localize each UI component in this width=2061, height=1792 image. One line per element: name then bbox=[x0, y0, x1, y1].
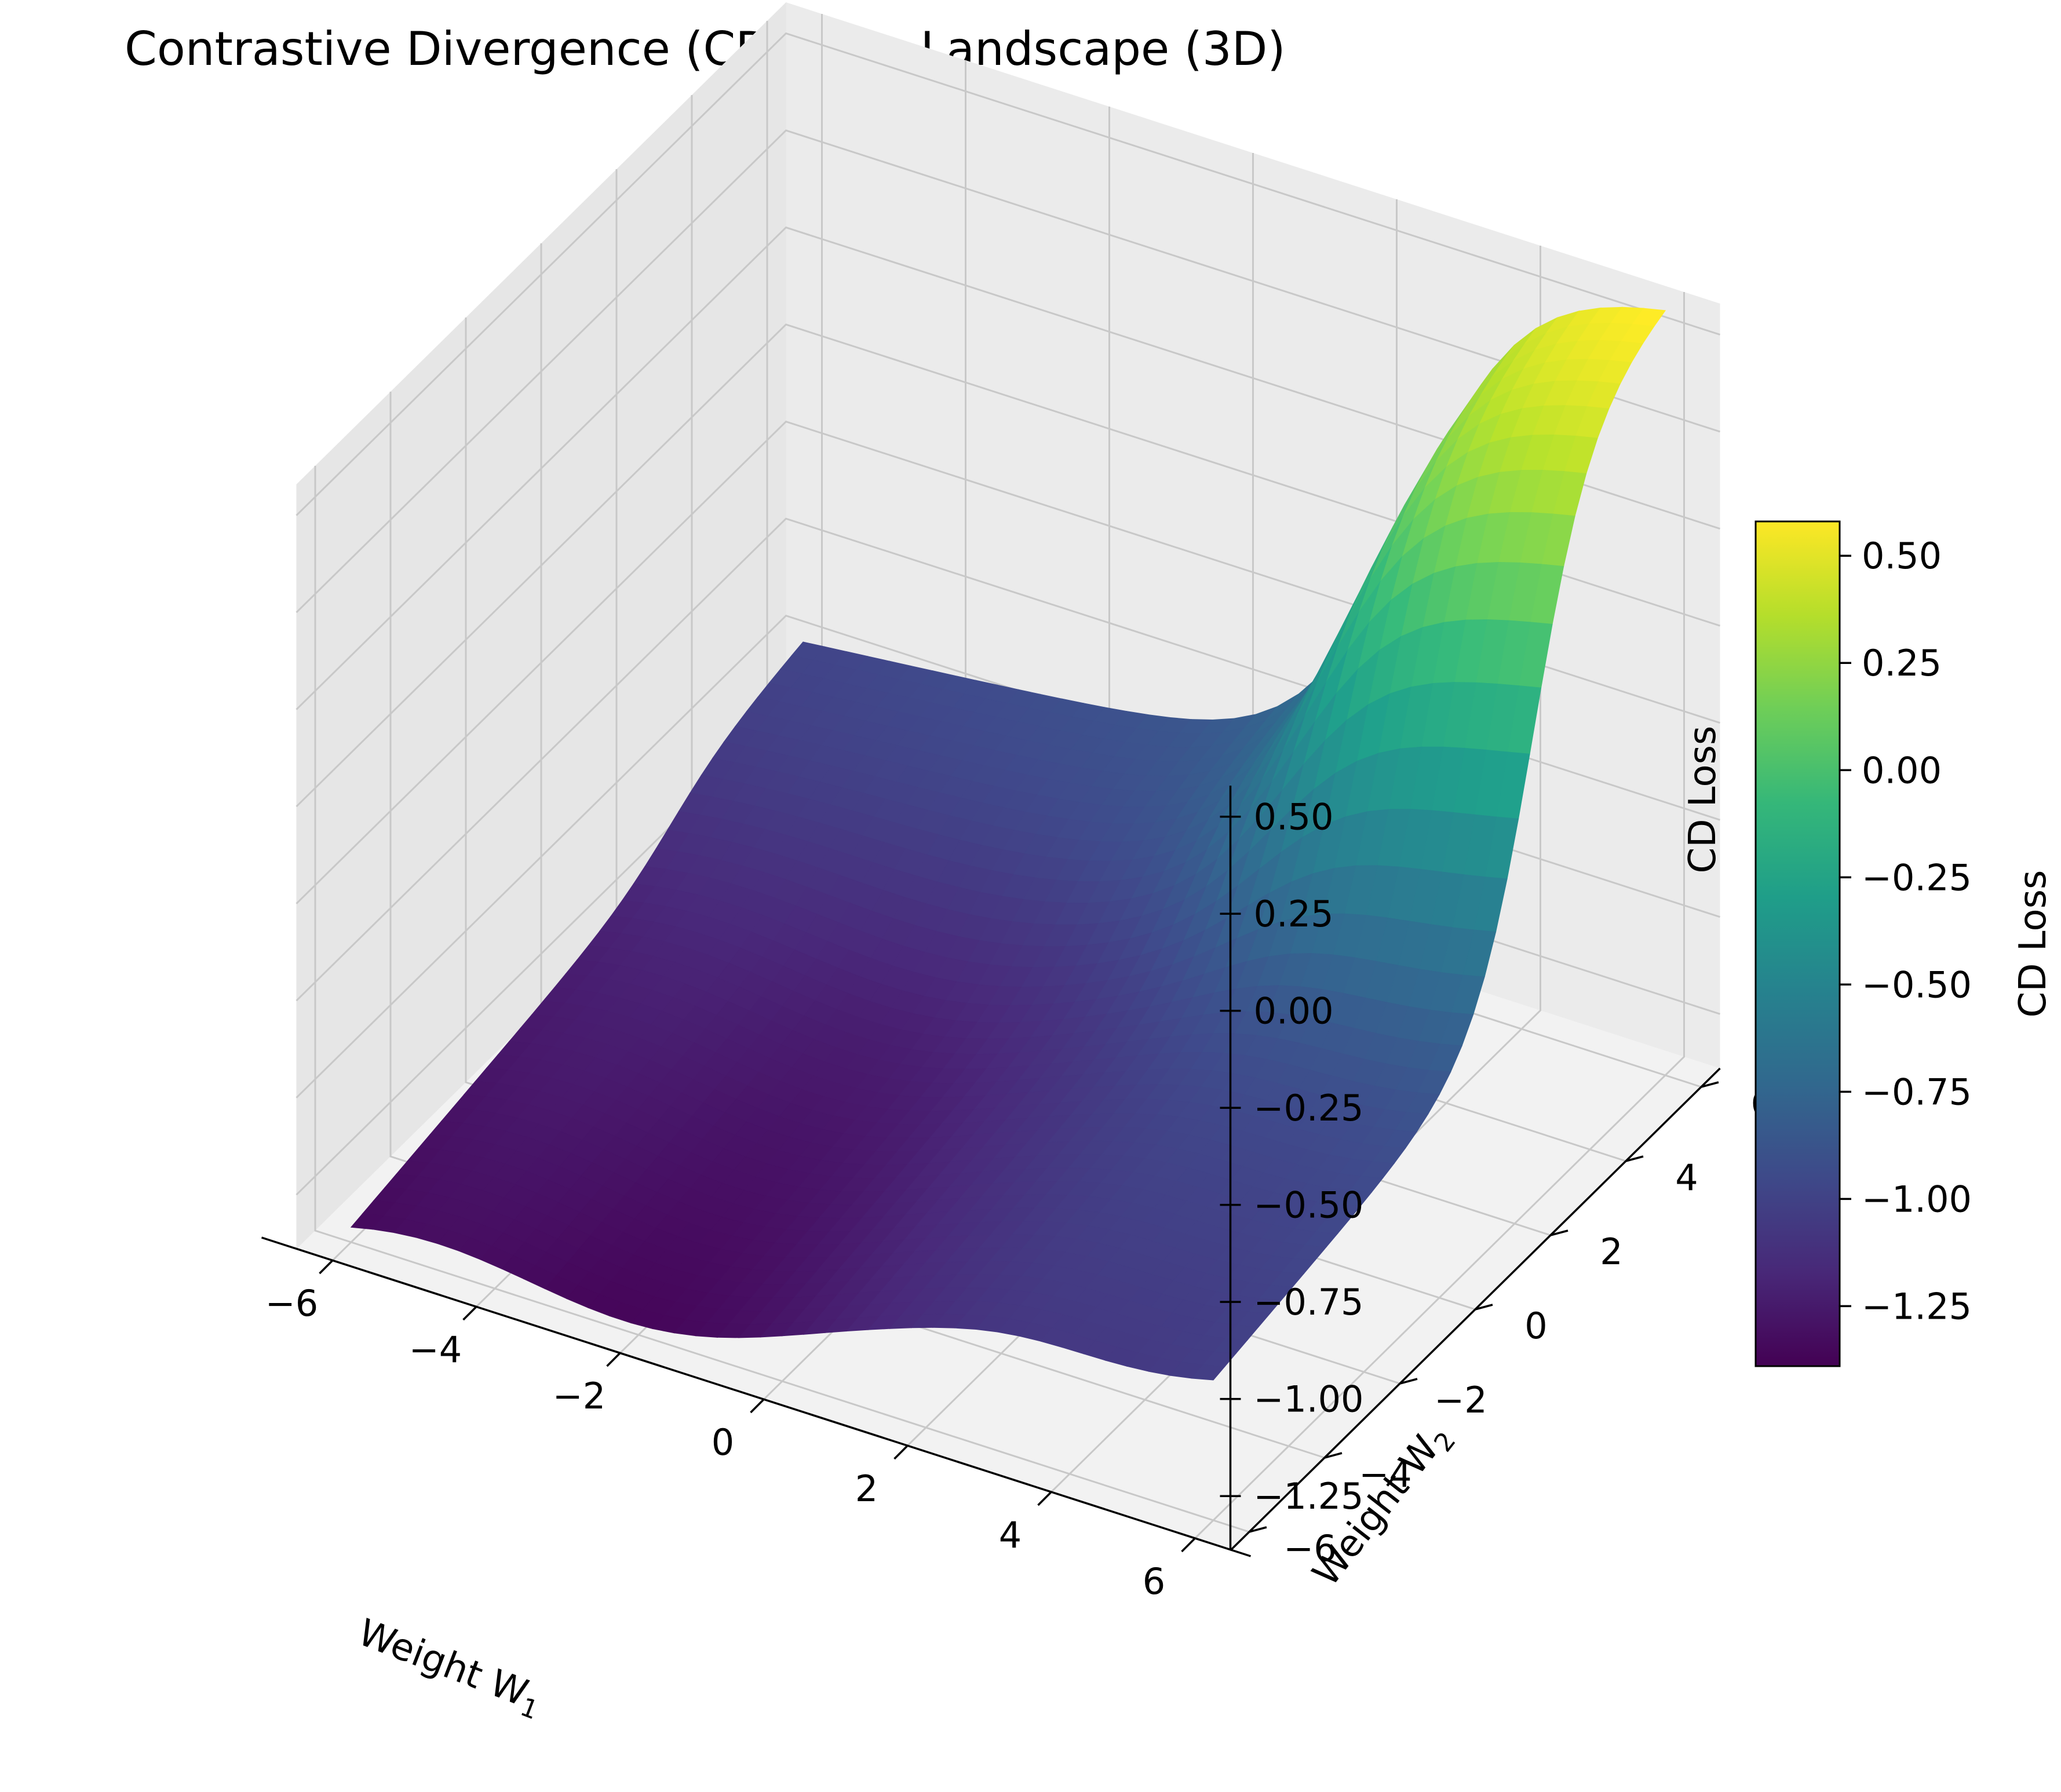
chart-title: Contrastive Divergence (CD) Loss Landsca… bbox=[125, 22, 1286, 76]
w1-tick-mark bbox=[1037, 1491, 1052, 1506]
loss-tick-label: 0.00 bbox=[1254, 990, 1334, 1032]
w2-tick-mark bbox=[1475, 1304, 1493, 1311]
w1-tick-label: −4 bbox=[409, 1329, 462, 1371]
w2-tick-mark bbox=[1324, 1452, 1343, 1459]
surface-facet bbox=[1191, 1364, 1225, 1381]
colorbar-tick-label: −1.25 bbox=[1862, 1285, 1972, 1327]
colorbar-tick-label: 0.00 bbox=[1862, 749, 1942, 791]
w2-tick-mark bbox=[1625, 1155, 1644, 1162]
colorbar-tick-label: 0.25 bbox=[1862, 642, 1942, 684]
w1-tick-label: 2 bbox=[855, 1468, 878, 1510]
w2-tick-mark bbox=[1399, 1378, 1418, 1385]
x-axis-label: Weight W1 bbox=[351, 1611, 549, 1725]
w1-tick-mark bbox=[606, 1352, 621, 1367]
x-axis-label-text: Weight W bbox=[352, 1611, 534, 1715]
grid-line-w2 bbox=[314, 466, 1250, 1533]
colorbar-gradient bbox=[1754, 520, 1841, 1367]
w2-tick-mark bbox=[1249, 1526, 1267, 1533]
grid-line-loss bbox=[296, 32, 1720, 516]
colorbar-tick-label: 0.50 bbox=[1862, 535, 1942, 577]
loss-surface bbox=[350, 306, 1666, 1381]
colorbar-tick-label: −0.50 bbox=[1862, 963, 1972, 1006]
w2-tick-label: 2 bbox=[1600, 1231, 1622, 1273]
w2-tick-label: −4 bbox=[1359, 1453, 1411, 1495]
w1-tick-label: 6 bbox=[1143, 1560, 1165, 1603]
w2-tick-label: −2 bbox=[1434, 1379, 1487, 1421]
w2-tick-mark bbox=[1701, 1081, 1719, 1088]
loss-tick-label: −1.25 bbox=[1254, 1475, 1364, 1517]
z-axis-label: CD Loss bbox=[1681, 726, 1724, 874]
colorbar-label: CD Loss bbox=[2012, 870, 2055, 1018]
w1-tick-mark bbox=[462, 1306, 477, 1321]
w1-tick-mark bbox=[893, 1445, 908, 1460]
w2-tick-label: 4 bbox=[1675, 1156, 1698, 1199]
w1-axis-line bbox=[261, 1236, 1252, 1557]
w1-tick-label: −2 bbox=[553, 1375, 605, 1417]
loss-tick-label: −0.25 bbox=[1254, 1087, 1364, 1129]
w2-tick-label: −6 bbox=[1283, 1527, 1336, 1570]
w1-tick-label: 0 bbox=[712, 1421, 734, 1463]
grid-line-loss bbox=[296, 129, 1720, 614]
loss-tick-label: −0.75 bbox=[1254, 1281, 1364, 1323]
grid-line-w1 bbox=[1194, 292, 1685, 1540]
colorbar-tick-label: −0.75 bbox=[1862, 1071, 1972, 1113]
loss-tick-label: 0.50 bbox=[1254, 796, 1334, 838]
loss-tick-label: −0.50 bbox=[1254, 1184, 1364, 1227]
w2-tick-mark bbox=[1550, 1229, 1568, 1236]
colorbar: 0.50 0.25 0.00 −0.25 −0.50 −0.75 −1.00 −1.25 bbox=[1754, 520, 1972, 1367]
w1-tick-label: −6 bbox=[265, 1282, 318, 1324]
colorbar-tick-label: −0.25 bbox=[1862, 856, 1972, 899]
w2-tick-label: 0 bbox=[1524, 1305, 1547, 1347]
colorbar-tick-label: −1.00 bbox=[1862, 1178, 1972, 1220]
w1-tick-label: 4 bbox=[999, 1514, 1022, 1556]
grid-line-loss bbox=[296, 226, 1720, 710]
w1-tick-mark bbox=[319, 1260, 333, 1275]
loss-tick-label: −1.00 bbox=[1254, 1378, 1364, 1421]
grid-line-w2 bbox=[389, 392, 1325, 1459]
w1-tick-mark bbox=[1181, 1538, 1195, 1553]
loss-tick-label: 0.25 bbox=[1254, 893, 1334, 935]
axes: −6−4−20246−6−4−20246−1.25−1.00−0.75−0.50… bbox=[261, 786, 1774, 1603]
w1-tick-mark bbox=[750, 1399, 764, 1414]
